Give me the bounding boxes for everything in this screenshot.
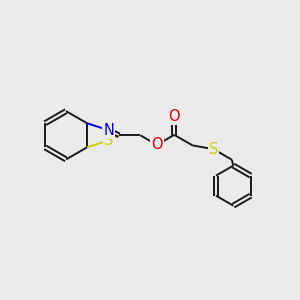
Text: S: S bbox=[104, 133, 113, 148]
Text: N: N bbox=[103, 123, 114, 138]
Text: O: O bbox=[168, 109, 180, 124]
Text: O: O bbox=[151, 137, 163, 152]
Text: S: S bbox=[209, 142, 218, 157]
